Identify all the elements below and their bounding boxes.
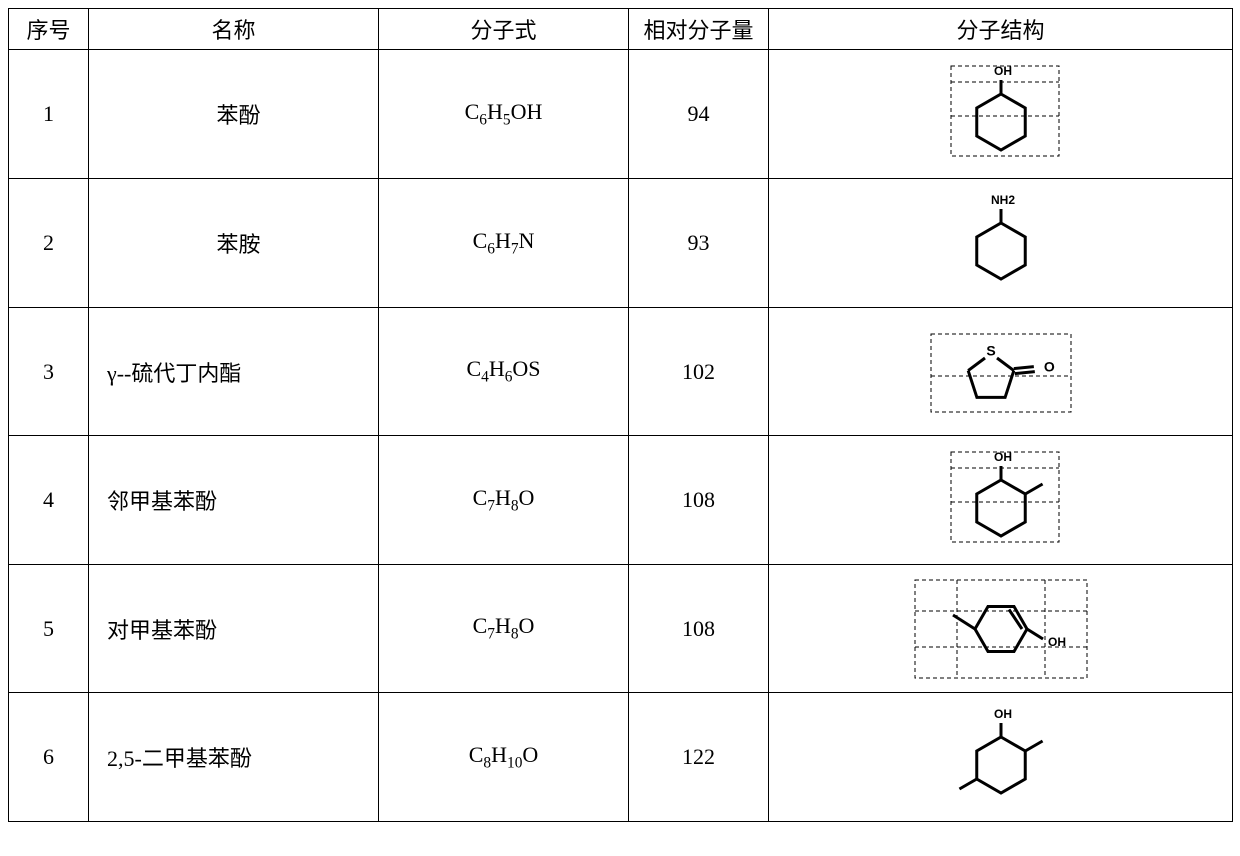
header-mw: 相对分子量 — [629, 9, 769, 50]
structure-diagram: NH2 — [777, 183, 1224, 303]
table-row: 2苯胺C6H7N93 NH2 — [9, 179, 1233, 308]
cell-idx: 2 — [9, 179, 89, 308]
cell-name: 邻甲基苯酚 — [89, 436, 379, 565]
cell-name: 2,5-二甲基苯酚 — [89, 693, 379, 822]
svg-text:O: O — [1043, 358, 1054, 374]
structure-diagram: OH — [777, 569, 1224, 688]
header-structure: 分子结构 — [769, 9, 1233, 50]
svg-text:OH: OH — [994, 450, 1012, 464]
cell-formula: C6H7N — [379, 179, 629, 308]
cell-mw: 94 — [629, 50, 769, 179]
structure-diagram: OH — [777, 697, 1224, 817]
header-formula: 分子式 — [379, 9, 629, 50]
cell-name: γ--硫代丁内酯 — [89, 308, 379, 436]
svg-text:S: S — [986, 342, 995, 358]
structure-diagram: OH — [777, 54, 1224, 174]
cell-idx: 6 — [9, 693, 89, 822]
cell-idx: 3 — [9, 308, 89, 436]
svg-text:OH: OH — [1048, 635, 1066, 649]
cell-mw: 108 — [629, 436, 769, 565]
cell-mw: 102 — [629, 308, 769, 436]
cell-formula: C6H5OH — [379, 50, 629, 179]
table-header-row: 序号 名称 分子式 相对分子量 分子结构 — [9, 9, 1233, 50]
cell-name: 苯酚 — [89, 50, 379, 179]
cell-formula: C7H8O — [379, 565, 629, 693]
table-row: 3γ--硫代丁内酯C4H6OS102SO — [9, 308, 1233, 436]
svg-text:NH2: NH2 — [990, 193, 1014, 207]
table-row: 62,5-二甲基苯酚C8H10O122 OH — [9, 693, 1233, 822]
table-row: 4邻甲基苯酚C7H8O108 OH — [9, 436, 1233, 565]
cell-formula: C8H10O — [379, 693, 629, 822]
svg-text:OH: OH — [994, 64, 1012, 78]
cell-idx: 4 — [9, 436, 89, 565]
cell-name: 苯胺 — [89, 179, 379, 308]
table-row: 1苯酚C6H5OH94 OH — [9, 50, 1233, 179]
cell-formula: C7H8O — [379, 436, 629, 565]
header-name: 名称 — [89, 9, 379, 50]
cell-structure: SO — [769, 308, 1233, 436]
svg-text:OH: OH — [994, 707, 1012, 721]
cell-mw: 108 — [629, 565, 769, 693]
structure-diagram: OH — [777, 440, 1224, 560]
table-row: 5对甲基苯酚C7H8O108 OH — [9, 565, 1233, 693]
cell-idx: 1 — [9, 50, 89, 179]
cell-structure: OH — [769, 436, 1233, 565]
cell-mw: 122 — [629, 693, 769, 822]
structure-diagram: SO — [777, 312, 1224, 431]
cell-structure: NH2 — [769, 179, 1233, 308]
cell-structure: OH — [769, 50, 1233, 179]
cell-name: 对甲基苯酚 — [89, 565, 379, 693]
cell-idx: 5 — [9, 565, 89, 693]
compound-table: 序号 名称 分子式 相对分子量 分子结构 1苯酚C6H5OH94 OH 2苯胺C6H… — [8, 8, 1233, 822]
cell-structure: OH — [769, 565, 1233, 693]
cell-structure: OH — [769, 693, 1233, 822]
header-idx: 序号 — [9, 9, 89, 50]
cell-mw: 93 — [629, 179, 769, 308]
cell-formula: C4H6OS — [379, 308, 629, 436]
